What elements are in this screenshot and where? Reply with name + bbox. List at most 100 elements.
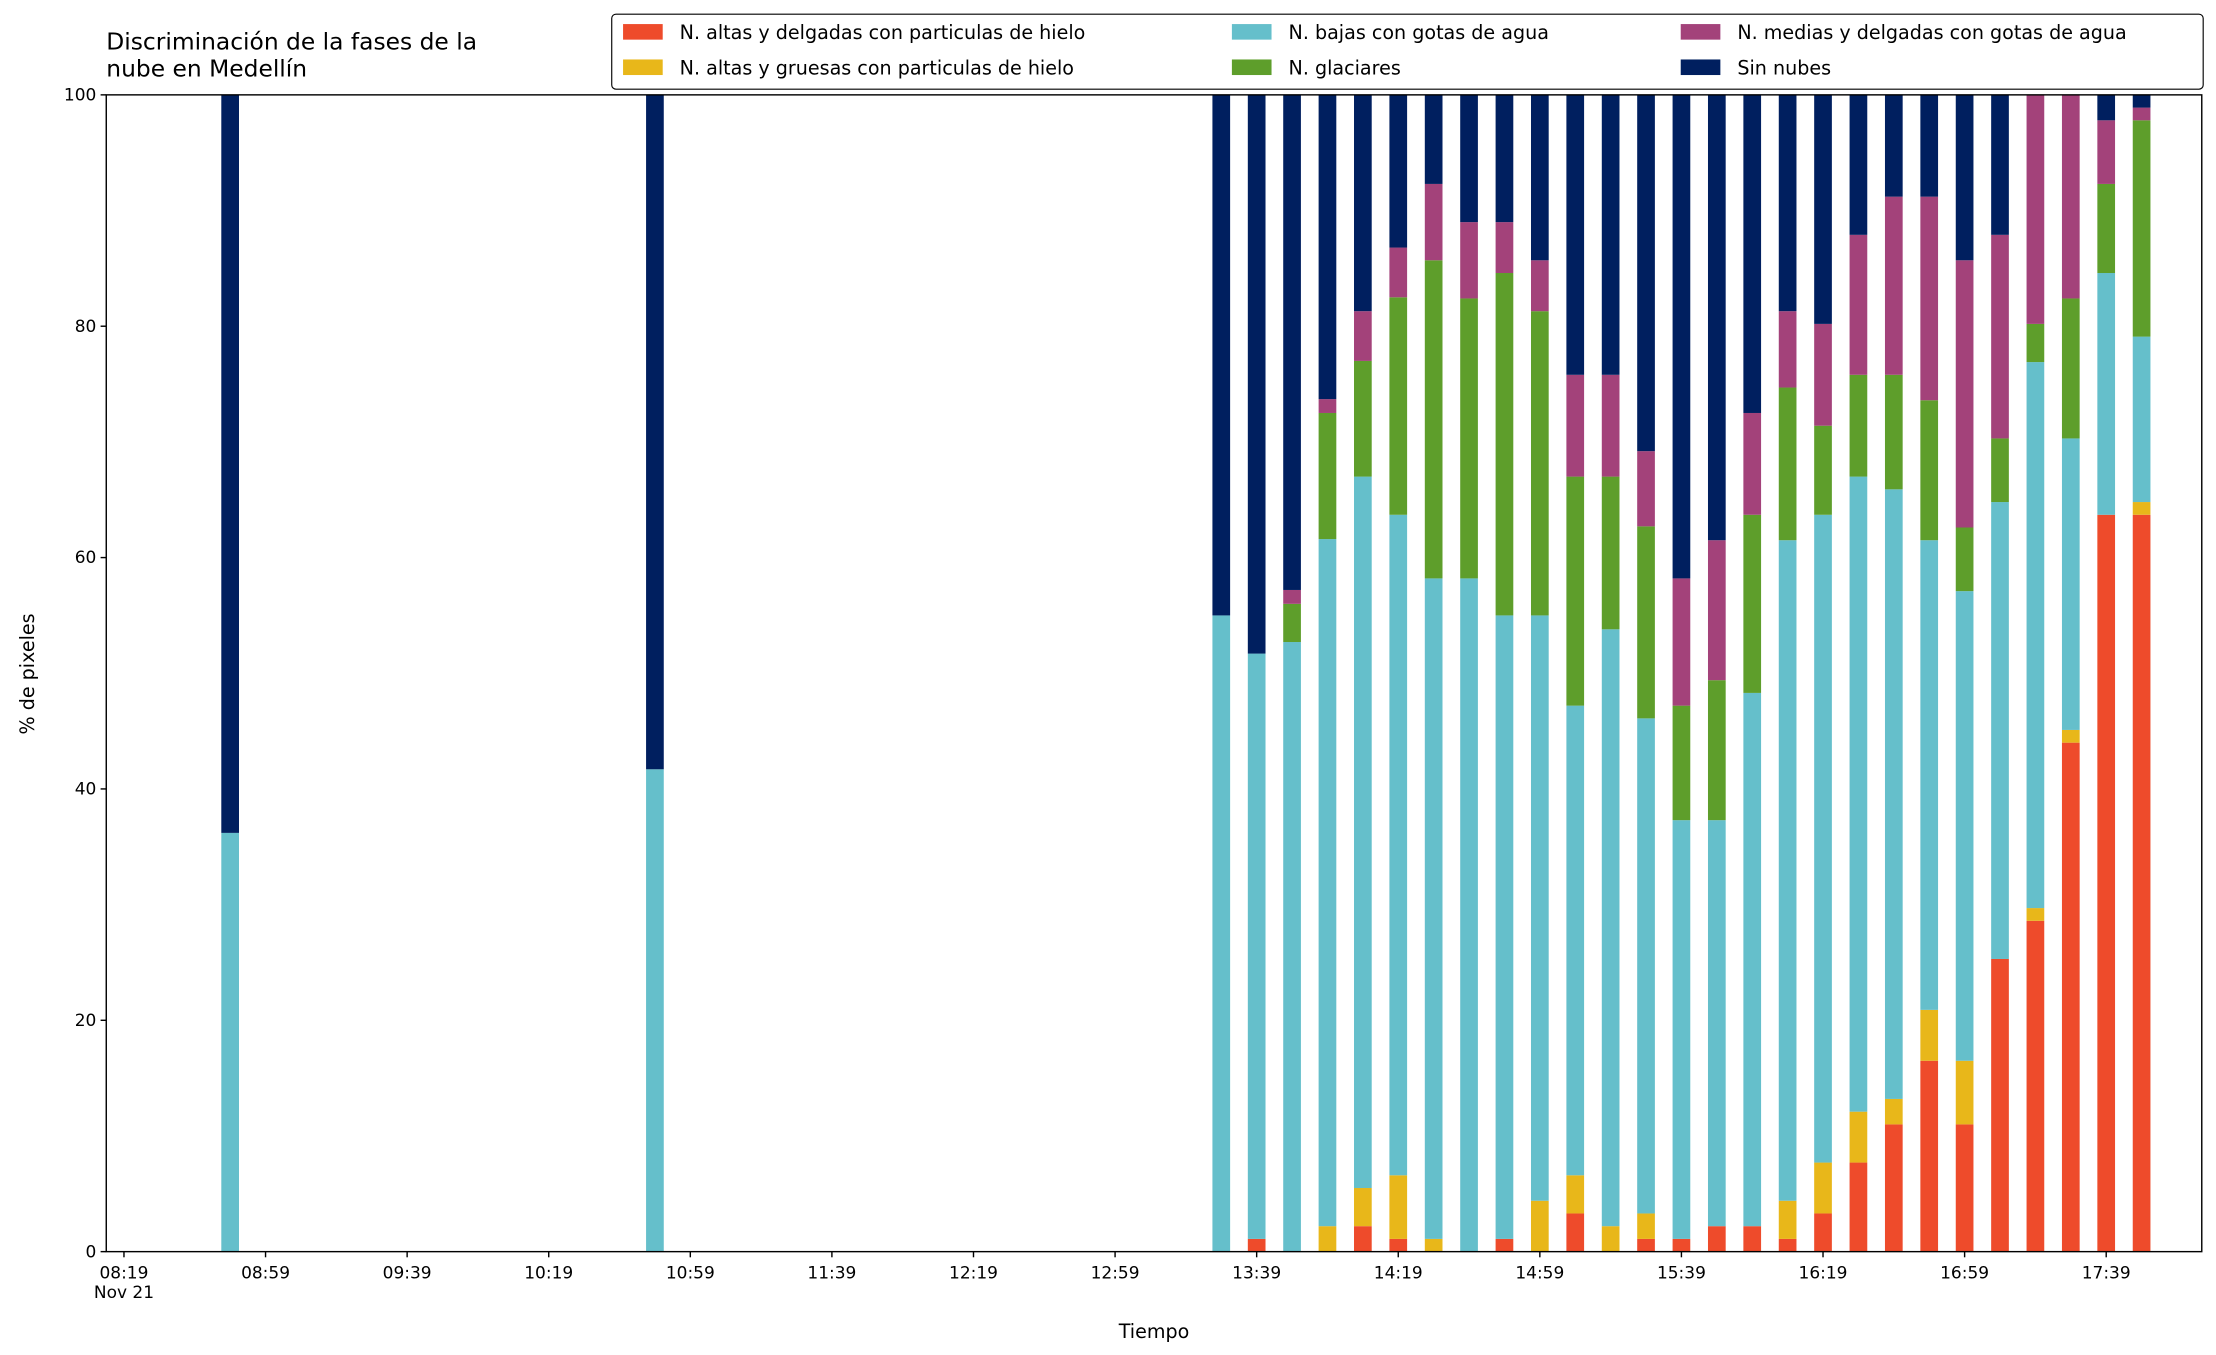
bar-segment xyxy=(1849,374,1868,477)
bar-segment xyxy=(1637,718,1655,1214)
bar-segment xyxy=(1955,260,1974,528)
bar-segment xyxy=(1283,94,1301,590)
bar-segment xyxy=(1637,1213,1655,1239)
bar-segment xyxy=(1955,1060,1974,1125)
bar-segment xyxy=(1884,94,1903,197)
bar-segment xyxy=(1601,374,1620,477)
x-tick-label: 12:19 xyxy=(949,1264,998,1284)
bar-segment xyxy=(1814,323,1832,426)
bar-segment xyxy=(1566,705,1585,1176)
bar-segment xyxy=(1707,680,1726,821)
x-tick-label: 11:39 xyxy=(807,1264,856,1284)
bar-segment xyxy=(1814,1162,1832,1214)
x-tick-label: 17:39 xyxy=(2082,1264,2131,1284)
bar-segment xyxy=(1318,539,1337,1227)
bar-segment xyxy=(1389,297,1408,515)
bar-segment xyxy=(1672,578,1691,706)
bar-segment xyxy=(1212,94,1231,616)
y-tick-label: 20 xyxy=(75,1011,97,1031)
bar-segment xyxy=(221,832,240,1252)
bar-segment xyxy=(1884,1098,1903,1125)
legend-swatch xyxy=(1680,24,1721,40)
bar-segment xyxy=(1672,94,1691,579)
bar-segment xyxy=(1495,273,1514,616)
bar-segment xyxy=(2132,120,2151,337)
bar-segment xyxy=(1778,311,1797,388)
bar-segment xyxy=(1212,615,1231,1252)
bar-segment xyxy=(1354,311,1372,361)
bar-segment xyxy=(1495,1238,1514,1252)
bar-segment xyxy=(2061,729,2080,743)
bar-segment xyxy=(2132,336,2151,503)
bar-segment xyxy=(1601,94,1620,375)
legend-swatch xyxy=(623,59,663,76)
bar-segment xyxy=(2097,120,2116,184)
bar-segment xyxy=(1283,589,1301,604)
bar-segment xyxy=(1460,94,1478,223)
bar-segment xyxy=(1495,94,1514,223)
bar-segment xyxy=(1991,958,2009,1252)
bar-segment xyxy=(1637,526,1655,719)
bar-segment xyxy=(1460,222,1478,299)
bar-segment xyxy=(1707,1226,1726,1252)
bar-segment xyxy=(1991,94,2009,235)
bar-segment xyxy=(2097,183,2116,274)
bar-segment xyxy=(1884,374,1903,490)
bar-segment xyxy=(1566,94,1585,375)
bar-segment xyxy=(1247,653,1266,1239)
bar-segment xyxy=(1318,412,1337,540)
bar-segment xyxy=(1884,196,1903,375)
bar-segment xyxy=(1849,476,1868,1112)
bar-segment xyxy=(1601,476,1620,630)
bar-segment xyxy=(2026,908,2045,921)
bar-segment xyxy=(1884,1124,1903,1252)
bar-segment xyxy=(1920,1009,1939,1061)
bar-segment xyxy=(2132,94,2151,108)
bar-segment xyxy=(1389,247,1408,298)
bar-segment xyxy=(1849,1162,1868,1252)
x-tick-label: 08:59 xyxy=(241,1264,290,1284)
legend-swatch xyxy=(1680,59,1721,76)
bar-segment xyxy=(1743,94,1762,413)
bar-segment xyxy=(2132,107,2151,121)
x-tick-label: 08:19 Nov 21 xyxy=(94,1264,154,1304)
bar-segment xyxy=(1566,1175,1585,1214)
bar-segment xyxy=(1920,540,1939,1010)
bar-segment xyxy=(1601,629,1620,1227)
x-tick-label: 10:19 xyxy=(524,1264,573,1284)
x-tick-label: 10:59 xyxy=(666,1264,715,1284)
legend-label: Sin nubes xyxy=(1737,56,1831,79)
legend-swatch xyxy=(623,24,663,40)
bar-segment xyxy=(1530,94,1549,261)
bar-segment xyxy=(1814,94,1832,324)
bar-segment xyxy=(1814,514,1832,1163)
bar-segment xyxy=(646,94,664,770)
bar-segment xyxy=(1354,94,1372,312)
legend-label: N. medias y delgadas con gotas de agua xyxy=(1737,21,2126,44)
bar-segment xyxy=(1601,1226,1620,1252)
y-axis-label: % de pixeles xyxy=(16,613,39,734)
bar-segment xyxy=(1778,1200,1797,1239)
x-tick-label: 16:19 xyxy=(1799,1264,1848,1284)
bar-segment xyxy=(1247,1238,1266,1252)
bar-segment xyxy=(1955,591,1974,1061)
bar-segment xyxy=(1707,94,1726,541)
bar-segment xyxy=(1389,1175,1408,1239)
legend-label: N. altas y delgadas con particulas de hi… xyxy=(680,21,1086,44)
bar-segment xyxy=(1318,399,1337,413)
bar-segment xyxy=(1495,222,1514,274)
x-tick-label: 09:39 xyxy=(383,1264,432,1284)
bar-segment xyxy=(1389,94,1408,248)
bar-segment xyxy=(2061,742,2080,1252)
y-tick-label: 100 xyxy=(64,86,96,106)
legend: N. altas y delgadas con particulas de hi… xyxy=(611,13,2204,90)
x-tick-label: 13:39 xyxy=(1232,1264,1281,1284)
bar-segment xyxy=(2097,94,2116,121)
bar-segment xyxy=(1424,578,1443,1239)
bar-segment xyxy=(1743,1226,1762,1252)
bar-segment xyxy=(1354,360,1372,477)
bar-segment xyxy=(2026,94,2045,324)
bar-segment xyxy=(1495,615,1514,1239)
bar-segment xyxy=(1955,1124,1974,1252)
